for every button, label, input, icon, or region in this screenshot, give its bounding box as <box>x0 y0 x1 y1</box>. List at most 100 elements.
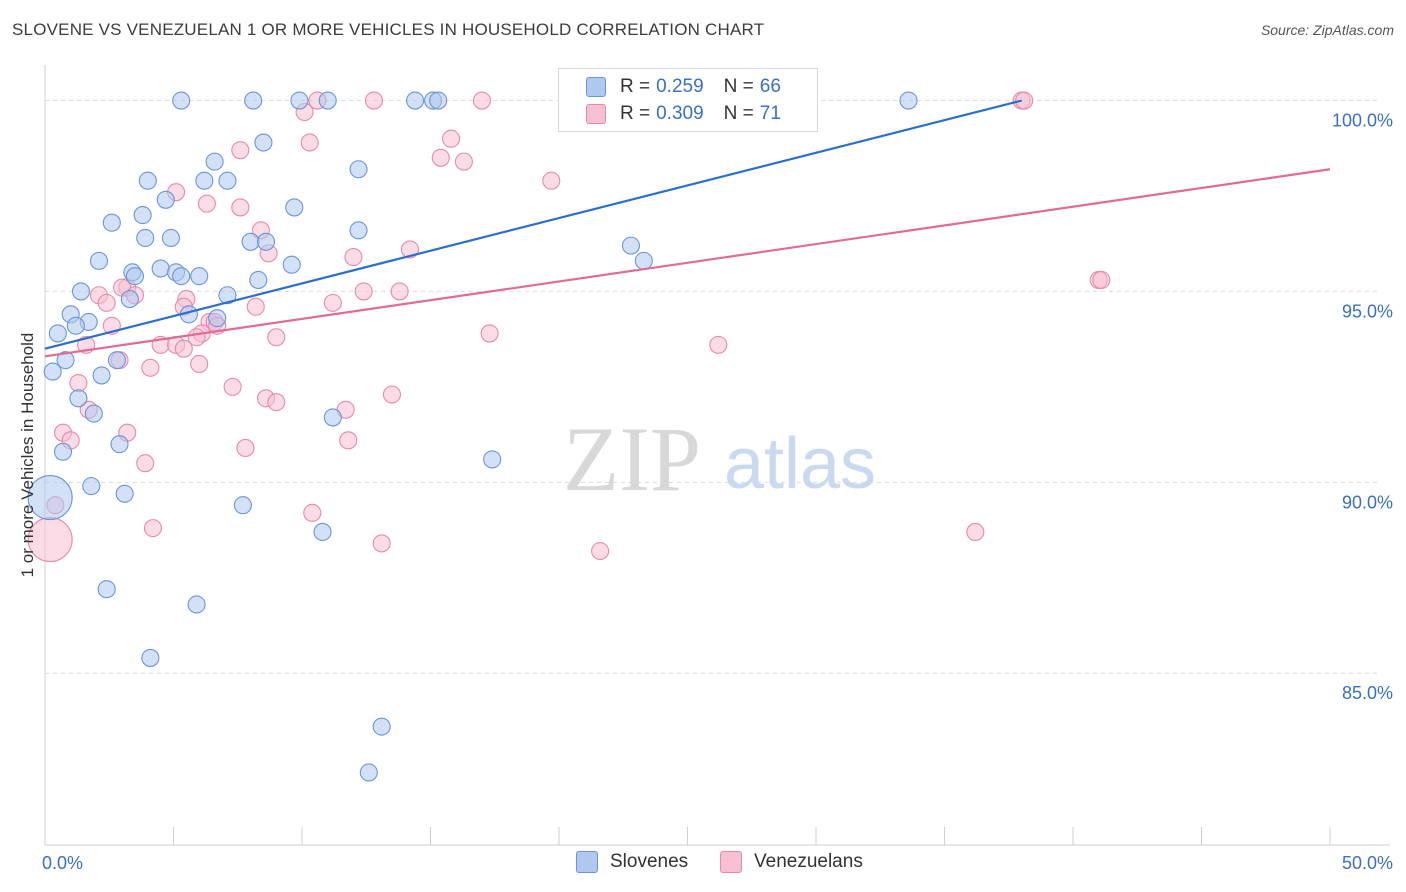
slovenes-swatch <box>576 851 598 873</box>
x-tick-label: 0.0% <box>42 853 83 873</box>
venezuelans-point <box>143 519 162 538</box>
r-value: 0.259 <box>656 76 704 97</box>
venezuelans-point <box>480 324 499 343</box>
slovenes-point <box>151 259 170 278</box>
slovenes-point <box>156 190 175 209</box>
slovenes-point <box>282 255 301 274</box>
slovenes-point <box>125 267 144 286</box>
venezuelans-point <box>1092 270 1111 290</box>
venezuelans-point <box>190 354 209 374</box>
slovenes-point <box>233 496 252 515</box>
venezuelans-point <box>1015 91 1034 110</box>
venezuelans-point <box>236 438 255 458</box>
y-tick-label: 100.0% <box>1332 111 1393 131</box>
slovenes-point <box>187 595 206 614</box>
slovenes-point <box>133 206 152 225</box>
slovenes-point <box>82 477 101 496</box>
venezuelans-point <box>303 503 322 522</box>
y-tick-label: 85.0% <box>1342 683 1393 703</box>
r-label: R = <box>620 76 651 97</box>
legend-item-slovenes[interactable]: Slovenes <box>576 851 688 873</box>
venezuelans-point <box>382 385 402 404</box>
slovenes-point <box>218 171 237 190</box>
venezuelans-point <box>231 141 250 160</box>
venezuelans-point <box>372 534 391 553</box>
slovenes-point <box>254 133 273 152</box>
venezuelans-point <box>472 91 491 110</box>
venezuelans-point <box>364 91 384 110</box>
slovenes-point <box>285 198 304 217</box>
slovenes-point <box>290 91 309 110</box>
venezuelans-swatch <box>586 104 606 124</box>
venezuelans-point <box>431 148 450 167</box>
venezuelans-point <box>141 358 160 377</box>
venezuelans-point <box>136 454 155 473</box>
venezuelans-point <box>323 293 342 312</box>
venezuelans-point <box>542 171 561 190</box>
slovenes-point <box>244 91 263 110</box>
legend-item-venezuelans[interactable]: Venezuelans <box>720 851 863 873</box>
source-label: Source: ZipAtlas.com <box>1260 22 1394 38</box>
slovenes-point <box>102 213 121 232</box>
slovenes-point <box>218 286 237 305</box>
n-value: 71 <box>759 103 781 124</box>
slovenes-point <box>406 91 425 110</box>
venezuelans-point <box>231 198 250 217</box>
slovenes-point <box>136 228 155 248</box>
slovenes-point <box>208 309 227 328</box>
venezuelans-point <box>354 282 373 301</box>
venezuelans-point <box>300 133 319 152</box>
venezuelans-point <box>339 431 358 450</box>
slovenes-point <box>190 267 209 286</box>
n-label: N = <box>723 76 754 97</box>
slovenes-point <box>43 362 62 381</box>
slovenes-point <box>161 228 180 248</box>
chart-title: SLOVENE VS VENEZUELAN 1 OR MORE VEHICLES… <box>12 20 765 39</box>
slovenes-point <box>313 522 332 541</box>
y-axis-label: 1 or more Vehicles in Household <box>18 333 37 578</box>
slovenes-trend-line <box>44 99 1022 350</box>
slovenes-swatch <box>586 77 606 97</box>
slovenes-point <box>69 389 88 408</box>
slovenes-point <box>349 160 368 179</box>
venezuelans-point <box>400 240 419 259</box>
trend-lines <box>44 99 1331 358</box>
venezuelans-point <box>97 293 116 312</box>
slovenes-point <box>323 408 342 427</box>
slovenes-point <box>110 435 129 454</box>
slovenes-point <box>359 763 378 782</box>
slovenes-point <box>48 324 67 343</box>
watermark-zip: ZIP <box>563 408 701 510</box>
venezuelans-point <box>174 339 193 358</box>
venezuelans-point <box>197 194 216 213</box>
slovenes-point <box>899 91 918 110</box>
slovenes-point <box>66 316 85 335</box>
venezuelans-point <box>267 328 286 347</box>
venezuelans-swatch <box>720 851 742 873</box>
legend-row-slovenes: R = 0.259 N = 66 <box>586 74 781 100</box>
venezuelans-point <box>390 282 409 301</box>
slovenes-point <box>429 91 448 110</box>
slovenes-point <box>53 442 73 461</box>
slovenes-point <box>205 152 224 171</box>
venezuelans-trend-line <box>44 168 1331 358</box>
venezuelans-point <box>454 152 473 171</box>
slovenes-point <box>249 270 268 290</box>
slovenes-points <box>27 91 918 782</box>
slovenes-point <box>56 351 75 370</box>
slovenes-point <box>92 366 111 385</box>
venezuelans-point <box>267 393 286 412</box>
venezuelans-point <box>709 335 728 354</box>
slovenes-point <box>84 404 103 423</box>
venezuelans-point <box>442 129 461 148</box>
axes: 85.0% 90.0% 95.0% 100.0% 0.0% 50.0% <box>42 65 1393 873</box>
slovenes-point <box>621 236 641 255</box>
watermark-atlas: atlas <box>724 424 876 504</box>
slovenes-point <box>71 282 91 301</box>
venezuelans-point <box>69 374 88 393</box>
slovenes-point <box>172 267 191 286</box>
slovenes-point <box>138 171 157 190</box>
legend-label-venezuelans: Venezuelans <box>754 851 863 872</box>
slovenes-point <box>256 232 276 251</box>
slovenes-point <box>349 221 368 240</box>
